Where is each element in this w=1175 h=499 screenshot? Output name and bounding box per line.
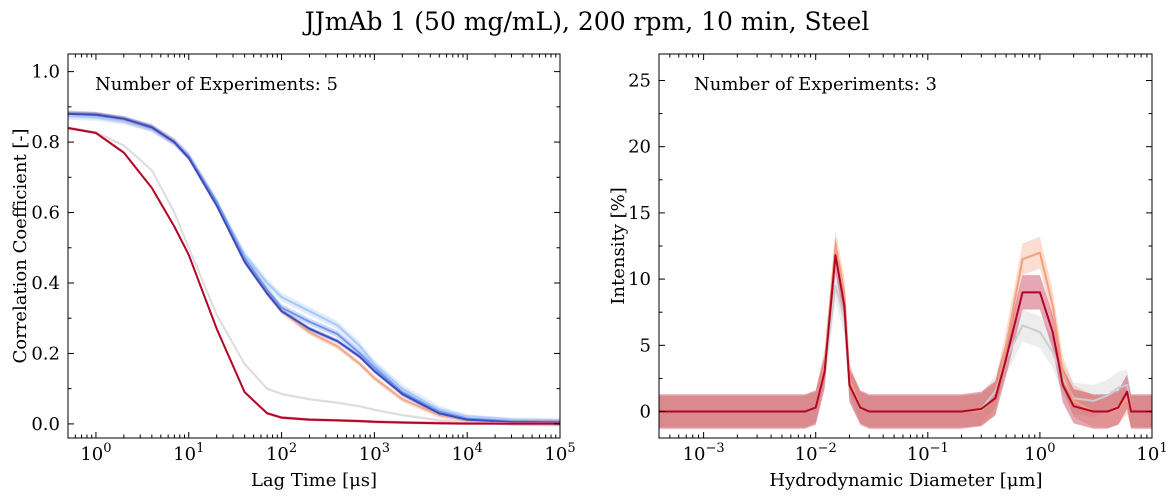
left-chart-xtick-exponent: 3: [382, 441, 390, 456]
left-chart-xtick-label: 101: [173, 441, 204, 465]
right-chart-xtick-label: 10−1: [907, 441, 949, 465]
left-chart-ytick-label: 1.0: [31, 62, 60, 83]
left-chart-ytick-label: 0.8: [31, 132, 60, 153]
figure-title: JJmAb 1 (50 mg/mL), 200 rpm, 10 min, Ste…: [302, 7, 870, 36]
left-chart-experiment-count: Number of Experiments: 5: [95, 74, 338, 95]
right-chart-ytick-label: 15: [628, 203, 651, 224]
right-chart-xtick-label: 10−3: [683, 441, 725, 465]
left-chart-xtick-exponent: 2: [289, 441, 297, 456]
right-chart-xlabel: Hydrodynamic Diameter [μm]: [769, 470, 1042, 491]
right-chart-experiment-count: Number of Experiments: 3: [694, 74, 937, 95]
right-chart-intensity: Hydrodynamic Diameter [μm] Intensity [%]…: [608, 53, 1168, 491]
right-chart-ytick-label: 10: [628, 269, 651, 290]
left-chart-ytick-label: 0.0: [31, 414, 60, 435]
right-chart-ylabel: Intensity [%]: [608, 187, 629, 304]
left-chart-series-3-band: [68, 111, 560, 425]
left-chart-series-3-line: [68, 112, 560, 424]
right-chart-ytick-label: 0: [640, 402, 651, 423]
left-chart-xtick-label: 103: [359, 441, 390, 465]
right-chart-xtick-exponent: −2: [818, 441, 837, 456]
right-chart-ytick-label: 25: [628, 70, 651, 91]
left-chart-ylabel: Correlation Coefficient [-]: [10, 128, 31, 363]
left-chart-frame: [67, 53, 561, 439]
right-chart-xtick-exponent: −3: [705, 441, 724, 456]
right-chart-plot-area: [659, 230, 1152, 429]
right-chart-xtick-exponent: 1: [1159, 441, 1167, 456]
left-chart-plot-area: [68, 110, 560, 427]
right-chart-series-2-band: [659, 238, 1152, 429]
right-chart-ytick-label: 5: [640, 335, 651, 356]
right-chart-series-1-band: [659, 230, 1152, 428]
left-chart-ytick-label: 0.6: [31, 203, 60, 224]
left-chart-series-4-band: [68, 126, 560, 425]
left-chart-series-5-band: [68, 126, 560, 425]
right-chart-xtick-label: 100: [1024, 441, 1055, 465]
right-chart-ytick-label: 20: [628, 137, 651, 158]
left-chart-xtick-label: 105: [544, 441, 575, 465]
left-chart-xtick-exponent: 5: [567, 441, 575, 456]
left-chart-xtick-label: 100: [80, 441, 111, 465]
left-chart-series-5-line: [68, 126, 560, 425]
left-chart-ytick-label: 0.2: [31, 343, 60, 364]
left-chart-series-1-band: [68, 110, 560, 427]
left-chart-ytick-label: 0.4: [31, 273, 60, 294]
left-chart-series-2-band: [68, 111, 560, 426]
right-chart-xtick-exponent: 0: [1047, 441, 1055, 456]
left-chart-series-4-line: [68, 126, 560, 425]
right-chart-frame: [658, 53, 1153, 439]
right-chart-series-2-line: [659, 254, 1152, 413]
right-chart-xtick-label: 101: [1136, 441, 1167, 465]
left-chart-xtick-exponent: 0: [103, 441, 111, 456]
left-chart-xtick-exponent: 4: [475, 441, 483, 456]
left-chart-xtick-label: 102: [266, 441, 297, 465]
left-chart-xtick-label: 104: [452, 441, 483, 465]
left-chart-correlation: Lag Time [μs] Correlation Coefficient [-…: [10, 53, 576, 491]
left-chart-series-0-band: [68, 111, 560, 427]
left-chart-xtick-exponent: 1: [196, 441, 204, 456]
right-chart-xtick-exponent: −1: [930, 441, 949, 456]
right-chart-xtick-label: 10−2: [795, 441, 837, 465]
left-chart-xlabel: Lag Time [μs]: [251, 470, 377, 491]
